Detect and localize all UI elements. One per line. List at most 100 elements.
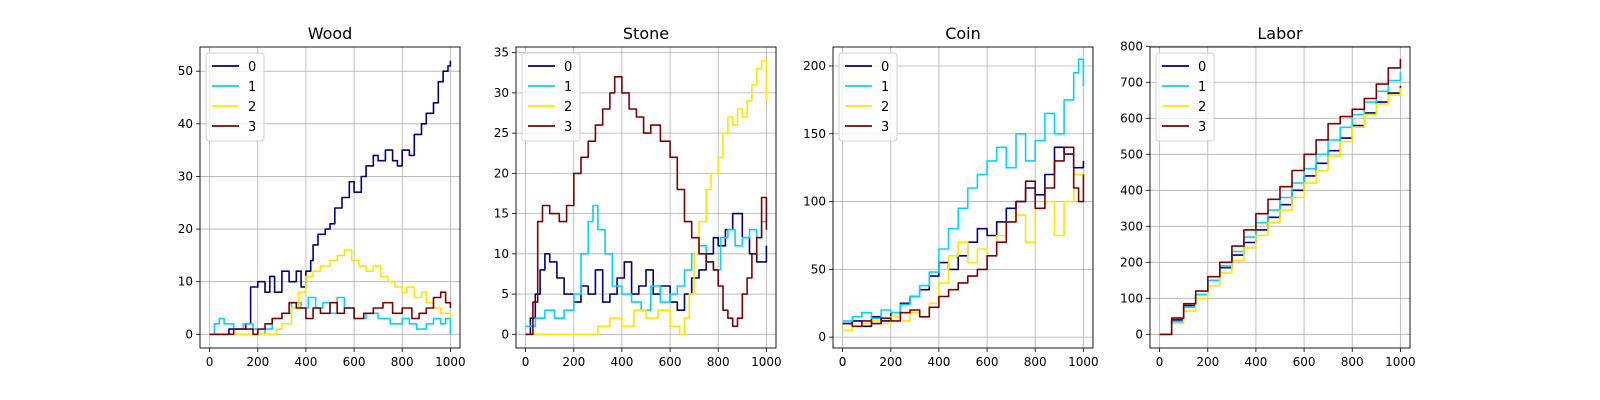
coin-series-1-line [842,58,1085,322]
wood-series-0-line [209,60,452,336]
labor-legend-label-0: 0 [1198,60,1206,75]
labor-y-tick-label: 400 [1120,183,1143,197]
stone-axes-frame [515,46,777,349]
wood-y-tick-label: 10 [178,275,193,289]
labor-y-tick-label: 800 [1120,39,1143,53]
coin-legend: 0 1 2 3 [838,52,898,142]
labor-legend-label-3: 3 [1198,120,1206,135]
wood-x-tick-label: 800 [391,355,414,369]
stone-subplot: 0 200 400 600 800 1000 0 5 10 15 20 25 30 35 Stone 0 1 2 3 [494,24,782,369]
stone-legend-box [521,52,581,142]
stone-legend-label-3: 3 [564,120,572,135]
wood-legend-label-1: 1 [248,80,256,95]
wood-legend-box [205,52,265,142]
labor-legend: 0 1 2 3 [1155,52,1215,142]
stone-legend-label-2: 2 [564,100,572,115]
stone-title: Stone [623,24,669,43]
coin-legend-label-2: 2 [881,100,889,115]
wood-x-tick-label: 600 [343,355,366,369]
coin-y-tick-label: 100 [803,195,826,209]
coin-series-2-line [842,173,1085,332]
coin-legend-label-0: 0 [881,60,889,75]
labor-x-tick-label: 200 [1196,355,1219,369]
stone-y-tick-label: 30 [494,86,509,100]
labor-x-tick-label: 800 [1341,355,1364,369]
wood-series-1-line [209,296,452,336]
wood-x-tick-label: 200 [246,355,269,369]
stone-x-tick-label: 0 [522,355,530,369]
labor-y-tick-label: 200 [1120,255,1143,269]
wood-series-3-line [209,291,452,336]
stone-x-tick-label: 1000 [751,355,782,369]
coin-y-tick-label: 50 [811,262,826,276]
coin-x-tick-label: 1000 [1068,355,1099,369]
stone-y-tick-label: 5 [501,287,509,301]
stone-y-tick-label: 35 [494,46,509,60]
labor-axes-frame [1149,46,1411,349]
coin-x-tick-label: 600 [976,355,999,369]
coin-title: Coin [945,24,981,43]
labor-title: Labor [1257,24,1303,43]
stone-y-tick-label: 20 [494,166,509,180]
labor-x-tick-label: 0 [1156,355,1164,369]
coin-legend-box [838,52,898,142]
wood-subplot: 0 200 400 600 800 1000 0 10 20 30 40 50 Wood 0 1 2 3 [178,24,466,369]
wood-y-tick-label: 30 [178,169,193,183]
stone-series-3-line [525,76,768,336]
stone-x-tick-label: 600 [659,355,682,369]
labor-y-tick-label: 0 [1135,327,1143,341]
stone-y-tick-label: 10 [494,247,509,261]
labor-legend-label-2: 2 [1198,100,1206,115]
coin-series-3-line [842,146,1085,328]
stone-legend-label-1: 1 [564,80,572,95]
stone-x-tick-label: 200 [562,355,585,369]
coin-legend-label-3: 3 [881,120,889,135]
stone-y-tick-label: 25 [494,126,509,140]
wood-title: Wood [308,24,353,43]
labor-x-tick-label: 600 [1293,355,1316,369]
wood-axes-frame [199,46,461,349]
wood-x-tick-label: 400 [294,355,317,369]
labor-y-tick-label: 300 [1120,219,1143,233]
coin-legend-label-1: 1 [881,80,889,95]
wood-x-tick-label: 1000 [435,355,466,369]
labor-legend-box [1155,52,1215,142]
stone-x-tick-label: 400 [610,355,633,369]
labor-legend-label-1: 1 [1198,80,1206,95]
coin-series-0-line [842,146,1085,328]
wood-legend: 0 1 2 3 [205,52,265,142]
labor-x-tick-label: 1000 [1385,355,1416,369]
coin-subplot: 0 200 400 600 800 1000 0 50 100 150 200 Coin 0 1 2 3 [803,24,1099,369]
wood-y-tick-label: 40 [178,117,193,131]
coin-y-tick-label: 0 [818,330,826,344]
stone-legend: 0 1 2 3 [521,52,581,142]
wood-y-tick-label: 20 [178,222,193,236]
stone-x-tick-label: 800 [707,355,730,369]
stone-legend-label-0: 0 [564,60,572,75]
labor-x-tick-label: 400 [1244,355,1267,369]
coin-y-tick-label: 150 [803,127,826,141]
labor-series-2-line [1159,87,1402,336]
coin-x-tick-label: 0 [839,355,847,369]
labor-y-tick-label: 100 [1120,291,1143,305]
labor-y-tick-label: 500 [1120,147,1143,161]
coin-x-tick-label: 800 [1024,355,1047,369]
labor-series-3-line [1159,58,1402,336]
stone-series-1-line [525,204,768,328]
wood-legend-label-2: 2 [248,100,256,115]
coin-x-tick-label: 400 [927,355,950,369]
stone-y-tick-label: 15 [494,207,509,221]
stone-y-tick-label: 0 [501,327,509,341]
coin-x-tick-label: 200 [879,355,902,369]
wood-y-tick-label: 50 [178,64,193,78]
wood-legend-label-0: 0 [248,60,256,75]
coin-axes-frame [832,46,1094,349]
labor-y-tick-label: 600 [1120,111,1143,125]
wood-series-2-line [209,249,452,336]
stone-series-0-line [525,212,768,336]
labor-y-tick-label: 700 [1120,75,1143,89]
stone-series-2-line [525,59,768,336]
wood-legend-label-3: 3 [248,120,256,135]
coin-y-tick-label: 200 [803,59,826,73]
